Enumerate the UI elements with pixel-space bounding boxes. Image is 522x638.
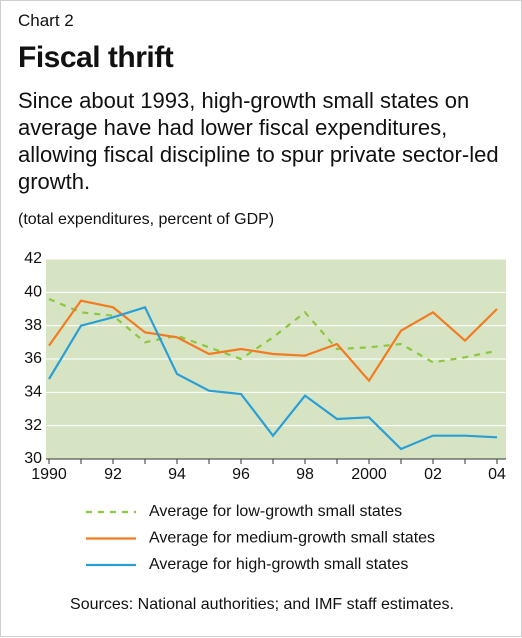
y-axis-label: (total expenditures, percent of GDP) xyxy=(18,211,275,228)
series-line xyxy=(48,305,498,451)
x-tick-label: 2000 xyxy=(351,466,387,483)
legend-label: Average for low-growth small states xyxy=(149,503,402,520)
x-tick-label: 96 xyxy=(232,466,250,483)
series-line xyxy=(48,299,498,383)
x-tick-label: 1990 xyxy=(31,466,67,483)
x-tick-label: 02 xyxy=(424,466,442,483)
x-tick-label: 92 xyxy=(104,466,122,483)
x-tick-label: 04 xyxy=(488,466,506,483)
y-tick-label: 30 xyxy=(24,450,42,467)
chart-subtitle: Since about 1993, high-growth small stat… xyxy=(18,88,499,194)
chart-label: Chart 2 xyxy=(18,11,74,30)
y-tick-label: 32 xyxy=(24,417,42,434)
y-tick-label: 34 xyxy=(24,384,42,401)
y-tick-label: 38 xyxy=(24,317,42,334)
x-tick-label: 94 xyxy=(168,466,186,483)
legend-label: Average for high-growth small states xyxy=(149,556,408,573)
y-tick-label: 36 xyxy=(24,350,42,367)
source-note: Sources: National authorities; and IMF s… xyxy=(70,596,454,613)
chart-title: Fiscal thrift xyxy=(18,41,174,74)
y-tick-label: 40 xyxy=(24,284,42,301)
legend-label: Average for medium-growth small states xyxy=(149,530,435,547)
x-tick-label: 98 xyxy=(296,466,314,483)
y-tick-label: 42 xyxy=(24,250,42,267)
